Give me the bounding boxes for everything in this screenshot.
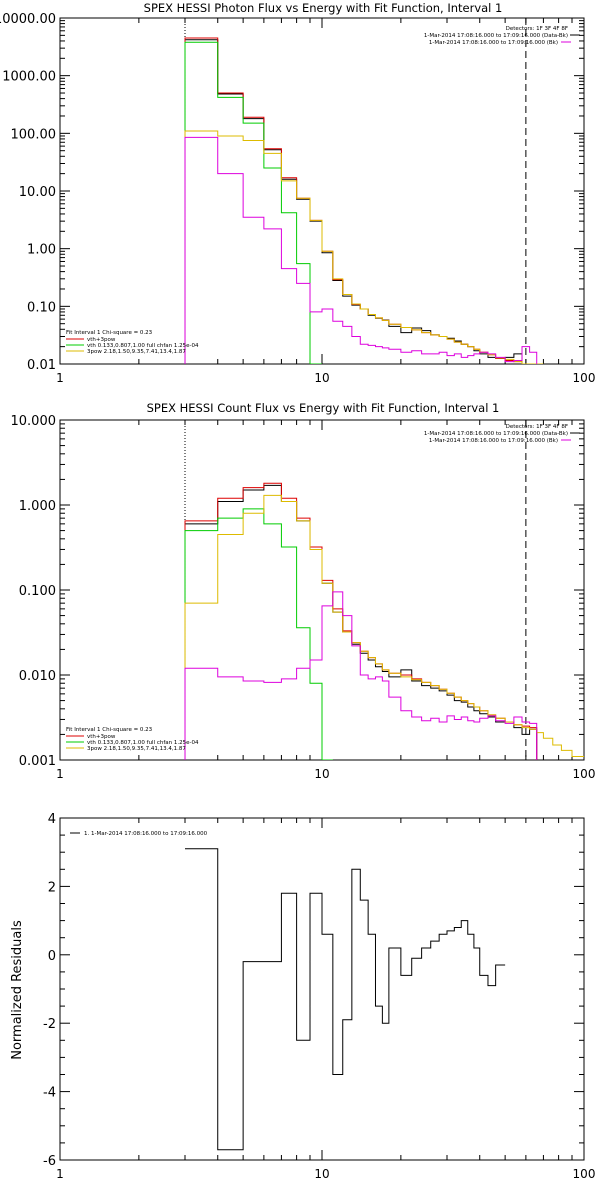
legend-fit-interval: Fit Interval 1 Chi-square = 0.23	[66, 727, 153, 733]
y-tick-label: 10.000	[11, 414, 57, 429]
y-tick-label: 4	[48, 812, 56, 827]
legend-bk: 1-Mar-2014 17:08:16.000 to 17:09:16.000 …	[429, 40, 558, 46]
legend-fit-interval: Fit Interval 1 Chi-square = 0.23	[66, 330, 153, 336]
legend-vth: vth 0.133,0.807,1.00 full chfan 1.25e-04	[87, 740, 199, 746]
count-flux-panel: SPEX HESSI Count Flux vs Energy with Fit…	[11, 401, 596, 781]
x-tick-label: 10	[314, 1167, 329, 1181]
series-bk	[184, 591, 538, 760]
legend-3pow: 3pow 2.18,1.50,9.35,7.41,13.4,1.87	[87, 349, 186, 355]
x-tick-label: 100	[573, 1167, 596, 1181]
x-tick-label: 100	[573, 767, 596, 781]
legend-data-bk: 1-Mar-2014 17:08:16.000 to 17:09:16.000 …	[424, 33, 568, 39]
legend-top-right: Detectors: 1F 3F 4F 8F 1-Mar-2014 17:08:…	[424, 424, 580, 444]
legend-vth: vth 0.133,0.807,1.00 full chfan 1.25e-04	[87, 343, 199, 349]
legend-bk: 1-Mar-2014 17:08:16.000 to 17:09:16.000 …	[429, 438, 558, 444]
y-tick-label: 0.100	[19, 584, 56, 599]
y-tick-label: 0.001	[19, 754, 56, 769]
legend-3pow: 3pow 2.18,1.50,9.35,7.41,13.4,1.87	[87, 746, 186, 752]
y-tick-label: -4	[43, 1086, 56, 1101]
x-tick-label: 1	[56, 767, 64, 781]
legend-top-right: Detectors: 1F 3F 4F 8F 1-Mar-2014 17:08:…	[424, 26, 580, 46]
y-tick-label: 0.10	[27, 300, 56, 315]
y-tick-label: 0	[48, 949, 56, 964]
photon-flux-panel: SPEX HESSI Photon Flux vs Energy with Fi…	[0, 1, 595, 385]
y-tick-label: 0.01	[27, 358, 56, 373]
y-tick-label: -6	[43, 1154, 56, 1169]
series-3pow	[184, 494, 584, 760]
y-tick-label: 100.00	[11, 127, 57, 142]
y-tick-label: 2	[48, 880, 56, 895]
x-tick-label: 1	[56, 371, 64, 385]
legend-data-bk: 1-Mar-2014 17:08:16.000 to 17:09:16.000 …	[424, 431, 568, 437]
legend-vth3pow: vth+3pow	[87, 337, 116, 343]
residuals-panel: Normalized Residuals 1 10 100 -6 -4 -2 0 2 4 1. …	[10, 812, 595, 1181]
legend-vth3pow: vth+3pow	[87, 734, 116, 740]
y-tick-label: 1000.00	[2, 70, 56, 85]
x-tick-label: 10	[314, 371, 329, 385]
series-residuals	[185, 848, 506, 1151]
x-tick-label: 10	[314, 767, 329, 781]
series-vth	[184, 508, 333, 760]
series-vth	[184, 41, 322, 364]
y-tick-label: 1.000	[19, 499, 56, 514]
series-3pow	[184, 130, 544, 364]
chart-title: SPEX HESSI Photon Flux vs Energy with Fi…	[144, 1, 503, 15]
chart-title: SPEX HESSI Count Flux vs Energy with Fit…	[147, 401, 500, 415]
legend-residuals: 1. 1-Mar-2014 17:08:16.000 to 17:09:16.0…	[84, 831, 208, 837]
y-tick-label: 1.00	[27, 243, 56, 258]
y-tick-label: 0.010	[19, 669, 56, 684]
y-tick-label: 10000.00	[0, 12, 56, 27]
y-axis-label: Normalized Residuals	[10, 920, 25, 1060]
x-tick-label: 100	[573, 371, 596, 385]
y-tick-label: 10.00	[19, 185, 56, 200]
legend-detectors: Detectors: 1F 3F 4F 8F	[506, 424, 568, 430]
legend-bottom-left: Fit Interval 1 Chi-square = 0.23 vth+3po…	[66, 727, 199, 752]
y-tick-label: -2	[43, 1017, 56, 1032]
legend-top-left: 1. 1-Mar-2014 17:08:16.000 to 17:09:16.0…	[70, 831, 208, 837]
legend-bottom-left: Fit Interval 1 Chi-square = 0.23 vth+3po…	[66, 330, 199, 355]
series-bk	[184, 136, 538, 364]
legend-detectors: Detectors: 1F 3F 4F 8F	[506, 26, 568, 32]
x-tick-label: 1	[56, 1167, 64, 1181]
